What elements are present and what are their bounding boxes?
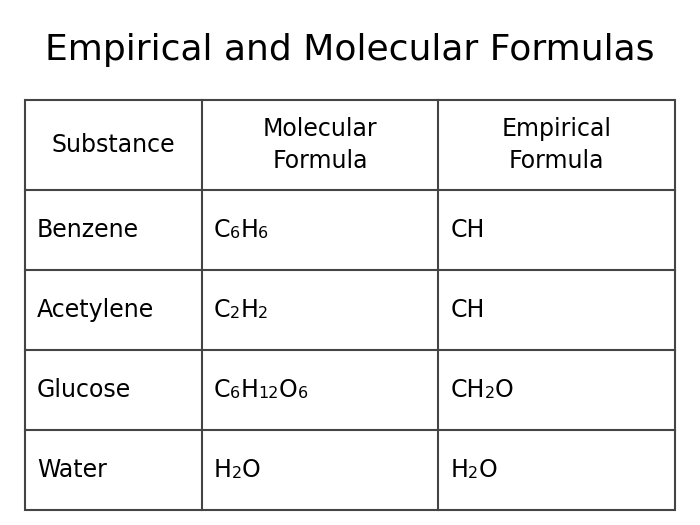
Text: 6: 6 (258, 226, 268, 242)
Text: H: H (240, 298, 258, 322)
Text: 12: 12 (258, 386, 279, 402)
Text: Water: Water (37, 458, 107, 482)
Text: 2: 2 (230, 307, 240, 321)
Text: Empirical and Molecular Formulas: Empirical and Molecular Formulas (46, 33, 655, 67)
Text: C: C (214, 218, 230, 242)
Text: H: H (240, 378, 258, 402)
Text: Acetylene: Acetylene (37, 298, 154, 322)
Text: 6: 6 (230, 226, 240, 242)
Text: Empirical
Formula: Empirical Formula (502, 117, 612, 173)
Text: Substance: Substance (52, 133, 175, 157)
Text: C: C (214, 378, 230, 402)
Text: Glucose: Glucose (37, 378, 132, 402)
Text: 2: 2 (232, 467, 242, 481)
Text: O: O (478, 458, 497, 482)
Text: O: O (279, 378, 298, 402)
Text: C: C (214, 298, 230, 322)
Text: H: H (240, 218, 258, 242)
Text: 2: 2 (468, 467, 478, 481)
Text: O: O (241, 458, 260, 482)
Text: CH: CH (450, 378, 485, 402)
Text: O: O (495, 378, 514, 402)
Bar (25, 100, 675, 510)
Text: Molecular
Formula: Molecular Formula (262, 117, 377, 173)
Text: 6: 6 (230, 386, 240, 402)
Text: H: H (214, 458, 232, 482)
Text: 2: 2 (258, 307, 268, 321)
Text: CH: CH (450, 218, 485, 242)
Text: Benzene: Benzene (37, 218, 139, 242)
Text: 6: 6 (298, 386, 307, 402)
Text: H: H (450, 458, 468, 482)
Text: 2: 2 (485, 386, 495, 402)
Text: CH: CH (450, 298, 485, 322)
